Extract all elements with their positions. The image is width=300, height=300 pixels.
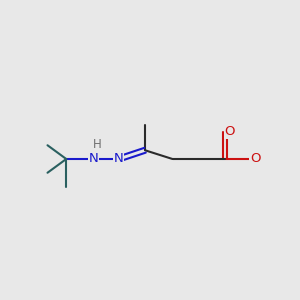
Text: O: O bbox=[250, 152, 260, 166]
Text: N: N bbox=[89, 152, 99, 166]
Text: O: O bbox=[224, 125, 235, 138]
Text: H: H bbox=[92, 138, 101, 151]
Text: N: N bbox=[114, 152, 124, 166]
